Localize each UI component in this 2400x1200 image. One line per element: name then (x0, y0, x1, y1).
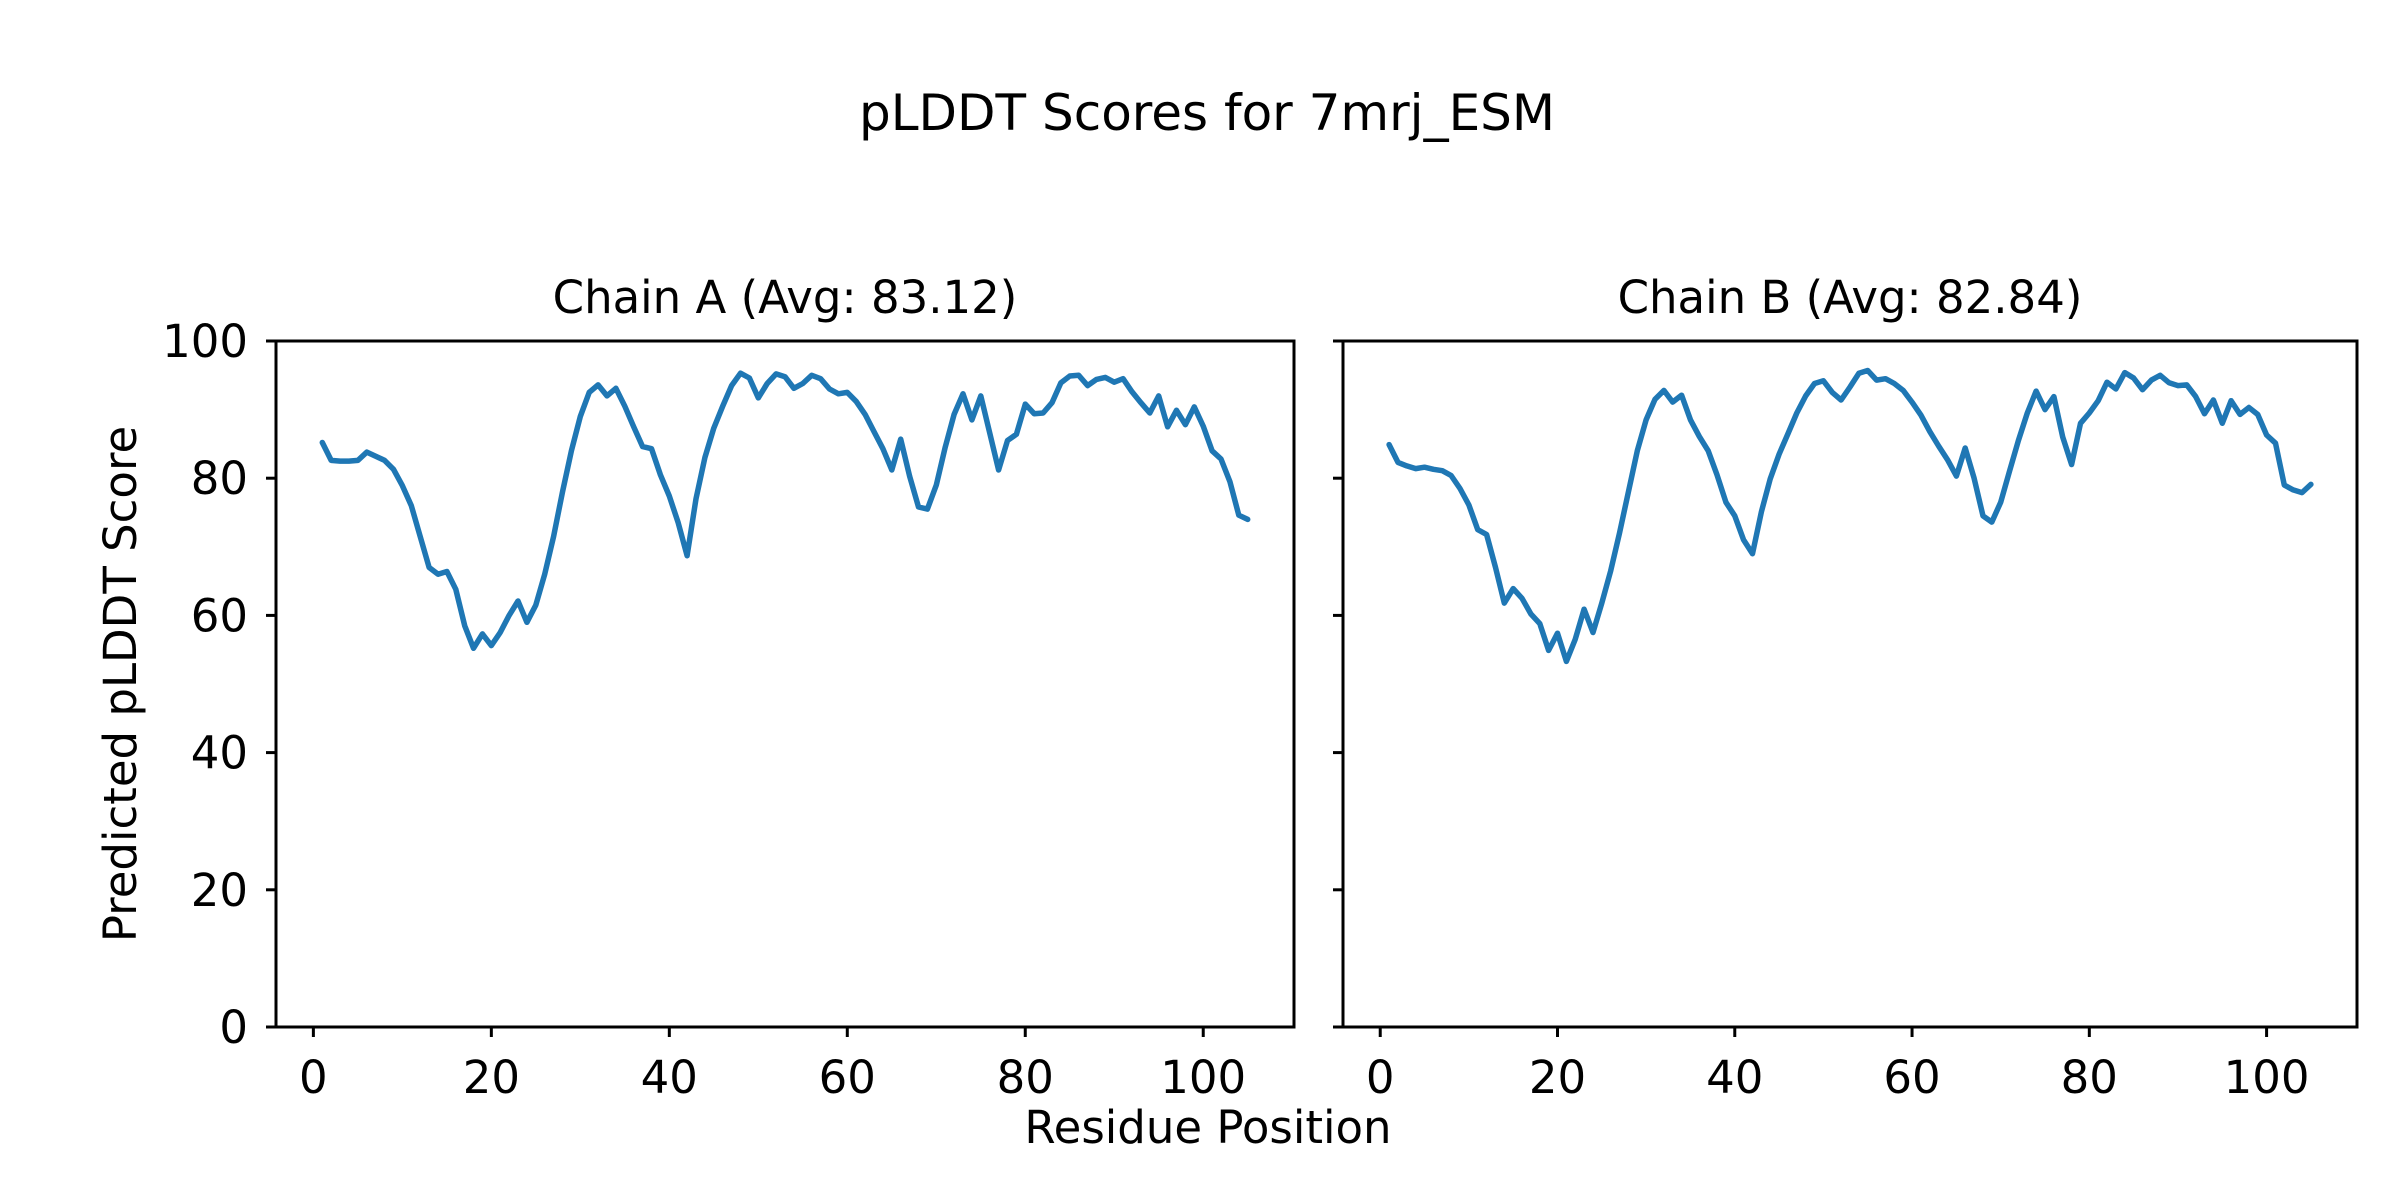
chain-b-x-tick-label: 0 (1366, 1051, 1395, 1104)
chain-b-plddt-line (1386, 367, 2314, 665)
chain-b-x-tick-label: 100 (2224, 1051, 2310, 1104)
chain-b-x-tick-label: 80 (2061, 1051, 2118, 1104)
chain-a-axes: 0 20 40 60 80 100 0 20 40 60 80 100 (162, 315, 1296, 1104)
chain-b-x-tick-label: 40 (1706, 1051, 1763, 1104)
chain-a-y-tick-label: 100 (162, 315, 248, 368)
chain-a-x-tick-label: 60 (819, 1051, 876, 1104)
chain-a-plddt-line (319, 370, 1251, 652)
figure-title: pLDDT Scores for 7mrj_ESM (858, 84, 1556, 142)
chain-a-y-tick-label: 40 (191, 727, 248, 780)
chain-b-frame (1341, 339, 2359, 1029)
subplot-b-title: Chain B (Avg: 82.84) (1617, 271, 2083, 324)
chain-b-x-tick-label: 60 (1883, 1051, 1940, 1104)
chain-a-x-tick-label: 80 (997, 1051, 1054, 1104)
subplot-a-title: Chain A (Avg: 83.12) (552, 271, 1018, 324)
chain-a-y-tick-label: 60 (191, 589, 248, 642)
chain-b-axes: 0 20 40 60 80 100 (1333, 339, 2359, 1104)
chain-a-x-tick-label: 40 (641, 1051, 698, 1104)
x-axis-label: Residue Position (1024, 1101, 1392, 1154)
chain-a-y-tick-label: 20 (191, 864, 248, 917)
chain-a-x-tick-label: 100 (1160, 1051, 1246, 1104)
chain-a-x-tick-label: 20 (463, 1051, 520, 1104)
chain-a-y-tick-label: 0 (219, 1001, 248, 1054)
chain-a-frame (274, 339, 1296, 1029)
chain-b-x-tick-label: 20 (1529, 1051, 1586, 1104)
chain-a-y-tick-label: 80 (191, 452, 248, 505)
chain-a-x-tick-label: 0 (299, 1051, 328, 1104)
